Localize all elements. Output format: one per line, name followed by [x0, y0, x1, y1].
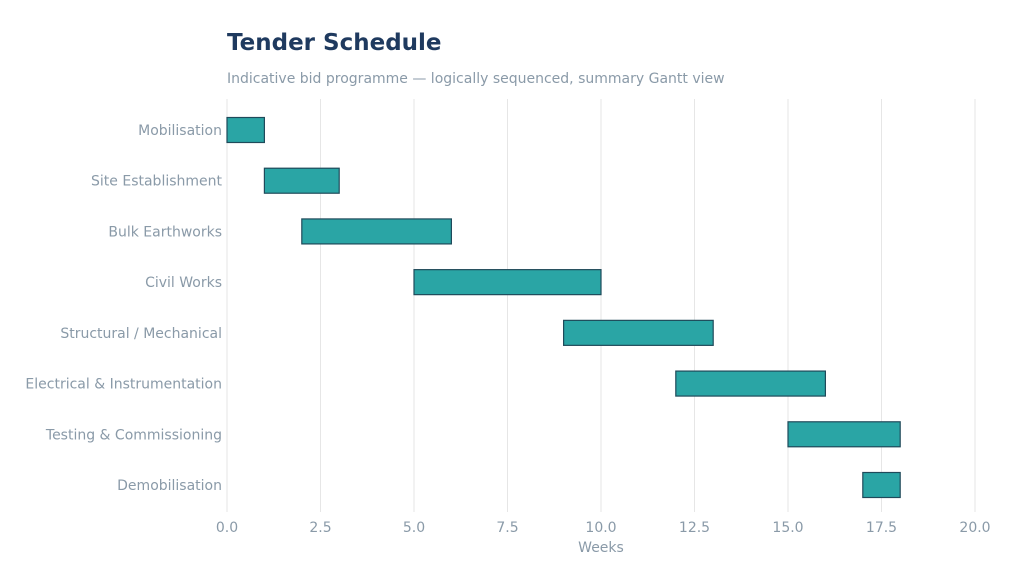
- category-labels: Mobilisation Site Establishment Bulk Earth…: [25, 123, 222, 494]
- x-tick-label-8: 20.0: [959, 520, 990, 536]
- task-bar-0: [226, 116, 266, 144]
- category-label-6: Testing & Commissioning: [45, 427, 222, 443]
- x-tick-label-2: 5.0: [403, 520, 425, 536]
- category-label-4: Structural / Mechanical: [60, 326, 222, 342]
- task-bar-7: [862, 471, 901, 499]
- x-tick-label-5: 12.5: [679, 520, 710, 536]
- x-tick-label-3: 7.5: [496, 520, 518, 536]
- task-bar-2: [301, 218, 452, 245]
- task-bar-1: [263, 167, 340, 194]
- x-tick-label-6: 15.0: [772, 520, 803, 536]
- task-bar-4: [562, 319, 714, 346]
- category-label-1: Site Establishment: [91, 174, 222, 190]
- x-tick-label-4: 10.0: [585, 520, 616, 536]
- grid-lines: [226, 99, 976, 512]
- x-tick-label-1: 2.5: [309, 520, 331, 536]
- x-tick-label-0: 0.0: [216, 520, 238, 536]
- category-label-0: Mobilisation: [138, 123, 222, 139]
- category-label-2: Bulk Earthworks: [108, 224, 222, 240]
- x-axis-label: Weeks: [578, 540, 624, 556]
- chart-subtitle: Indicative bid programme — logically seq…: [227, 71, 725, 87]
- task-bars: [226, 116, 901, 499]
- category-label-5: Electrical & Instrumentation: [25, 377, 222, 393]
- x-tick-labels: 0.0 2.5 5.0 7.5 10.0 12.5 15.0 17.5 20.0: [216, 520, 991, 536]
- chart-title: Tender Schedule: [227, 30, 442, 56]
- task-bar-3: [413, 269, 602, 296]
- category-label-3: Civil Works: [145, 275, 222, 291]
- x-tick-label-7: 17.5: [866, 520, 897, 536]
- task-bar-6: [787, 421, 901, 448]
- category-label-7: Demobilisation: [117, 478, 222, 494]
- task-bar-5: [675, 370, 826, 397]
